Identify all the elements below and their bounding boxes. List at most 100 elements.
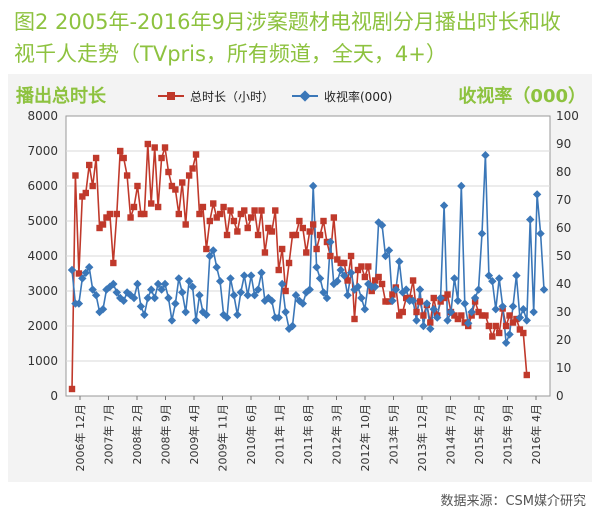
legend-marker-tvr	[299, 90, 311, 102]
point-hours	[265, 224, 272, 232]
point-tvr	[422, 299, 432, 308]
point-hours	[282, 287, 289, 295]
point-hours	[427, 319, 434, 326]
point-tvr	[481, 151, 490, 160]
point-tvr	[439, 201, 449, 210]
point-tvr	[253, 285, 263, 294]
point-hours	[451, 312, 458, 319]
left-tick-label: 4000	[27, 249, 58, 263]
point-hours	[127, 214, 134, 221]
point-hours	[371, 277, 379, 284]
point-tvr	[443, 316, 452, 325]
point-tvr	[153, 279, 163, 289]
point-hours	[148, 200, 155, 207]
point-hours	[509, 319, 517, 326]
point-hours	[430, 294, 437, 302]
point-tvr	[526, 215, 535, 224]
point-tvr	[281, 307, 290, 317]
point-tvr	[222, 313, 232, 322]
point-tvr	[474, 285, 483, 294]
point-tvr	[329, 279, 339, 289]
x-tick-label: 2013年 5月	[387, 404, 401, 465]
point-hours	[137, 210, 145, 218]
point-hours	[454, 315, 462, 323]
point-tvr	[522, 316, 531, 325]
point-tvr	[95, 307, 104, 317]
point-tvr	[74, 299, 84, 308]
x-tick-label: 2009年 4月	[187, 404, 201, 465]
point-tvr	[174, 274, 184, 283]
point-hours	[237, 210, 245, 218]
point-tvr	[384, 246, 394, 255]
x-tick-label: 2015年 9月	[501, 404, 515, 465]
right-tick-label: 10	[556, 361, 571, 375]
x-tick-label: 2016年 4月	[529, 404, 543, 465]
point-tvr	[226, 274, 235, 283]
point-hours	[79, 193, 86, 200]
point-tvr	[388, 296, 397, 305]
point-hours	[179, 179, 186, 186]
point-hours	[327, 252, 334, 260]
point-hours	[334, 256, 341, 263]
point-tvr	[212, 263, 221, 272]
left-tick-label: 6000	[27, 179, 58, 193]
point-tvr	[109, 279, 118, 289]
point-hours	[199, 203, 207, 211]
point-tvr	[505, 330, 514, 339]
point-hours	[316, 231, 324, 239]
point-tvr	[408, 296, 418, 305]
point-tvr	[464, 319, 473, 328]
point-hours	[272, 207, 279, 214]
point-hours	[251, 207, 258, 214]
point-hours	[502, 322, 510, 330]
right-tick-label: 0	[556, 389, 564, 403]
point-hours	[378, 280, 386, 288]
point-tvr	[432, 313, 442, 322]
x-tick-label: 2010年 6月	[244, 404, 258, 465]
point-hours	[330, 214, 338, 221]
point-hours	[258, 207, 265, 214]
point-hours	[268, 228, 276, 235]
point-tvr	[133, 279, 142, 289]
point-tvr	[312, 263, 321, 272]
point-tvr	[140, 310, 149, 319]
x-tick-label: 2006年 12月	[73, 404, 87, 472]
point-hours	[275, 266, 282, 274]
point-tvr	[519, 305, 528, 314]
point-tvr	[426, 324, 435, 333]
point-hours	[409, 277, 417, 284]
point-hours	[285, 259, 293, 267]
point-hours	[213, 214, 220, 221]
point-tvr	[357, 293, 366, 303]
point-tvr	[209, 246, 218, 255]
point-tvr	[529, 307, 538, 317]
right-tick-label: 20	[556, 333, 571, 347]
chart-title: 图2 2005年-2016年9月涉案题材电视剧分月播出时长和收 视千人走势（TV…	[14, 6, 590, 70]
point-tvr	[336, 265, 345, 275]
x-tick-label: 2012年 3月	[330, 404, 344, 465]
point-hours	[134, 182, 141, 190]
legend-marker-hours	[167, 92, 175, 100]
point-tvr	[291, 291, 301, 300]
point-tvr	[460, 299, 469, 308]
point-hours	[203, 245, 210, 253]
point-tvr	[157, 285, 166, 294]
point-hours	[165, 168, 172, 176]
point-hours	[358, 263, 365, 270]
point-tvr	[395, 257, 404, 266]
point-hours	[444, 291, 451, 298]
point-hours	[320, 217, 327, 225]
point-hours	[261, 249, 269, 256]
point-tvr	[160, 279, 170, 289]
point-tvr	[450, 274, 459, 283]
point-hours	[86, 161, 93, 169]
point-tvr	[202, 310, 211, 319]
point-hours	[130, 203, 138, 211]
point-hours	[492, 322, 499, 330]
point-tvr	[171, 299, 180, 308]
point-hours	[99, 221, 107, 228]
left-tick-label: 1000	[27, 354, 58, 368]
point-tvr	[415, 285, 425, 294]
point-hours	[151, 144, 158, 151]
point-hours	[75, 270, 83, 277]
